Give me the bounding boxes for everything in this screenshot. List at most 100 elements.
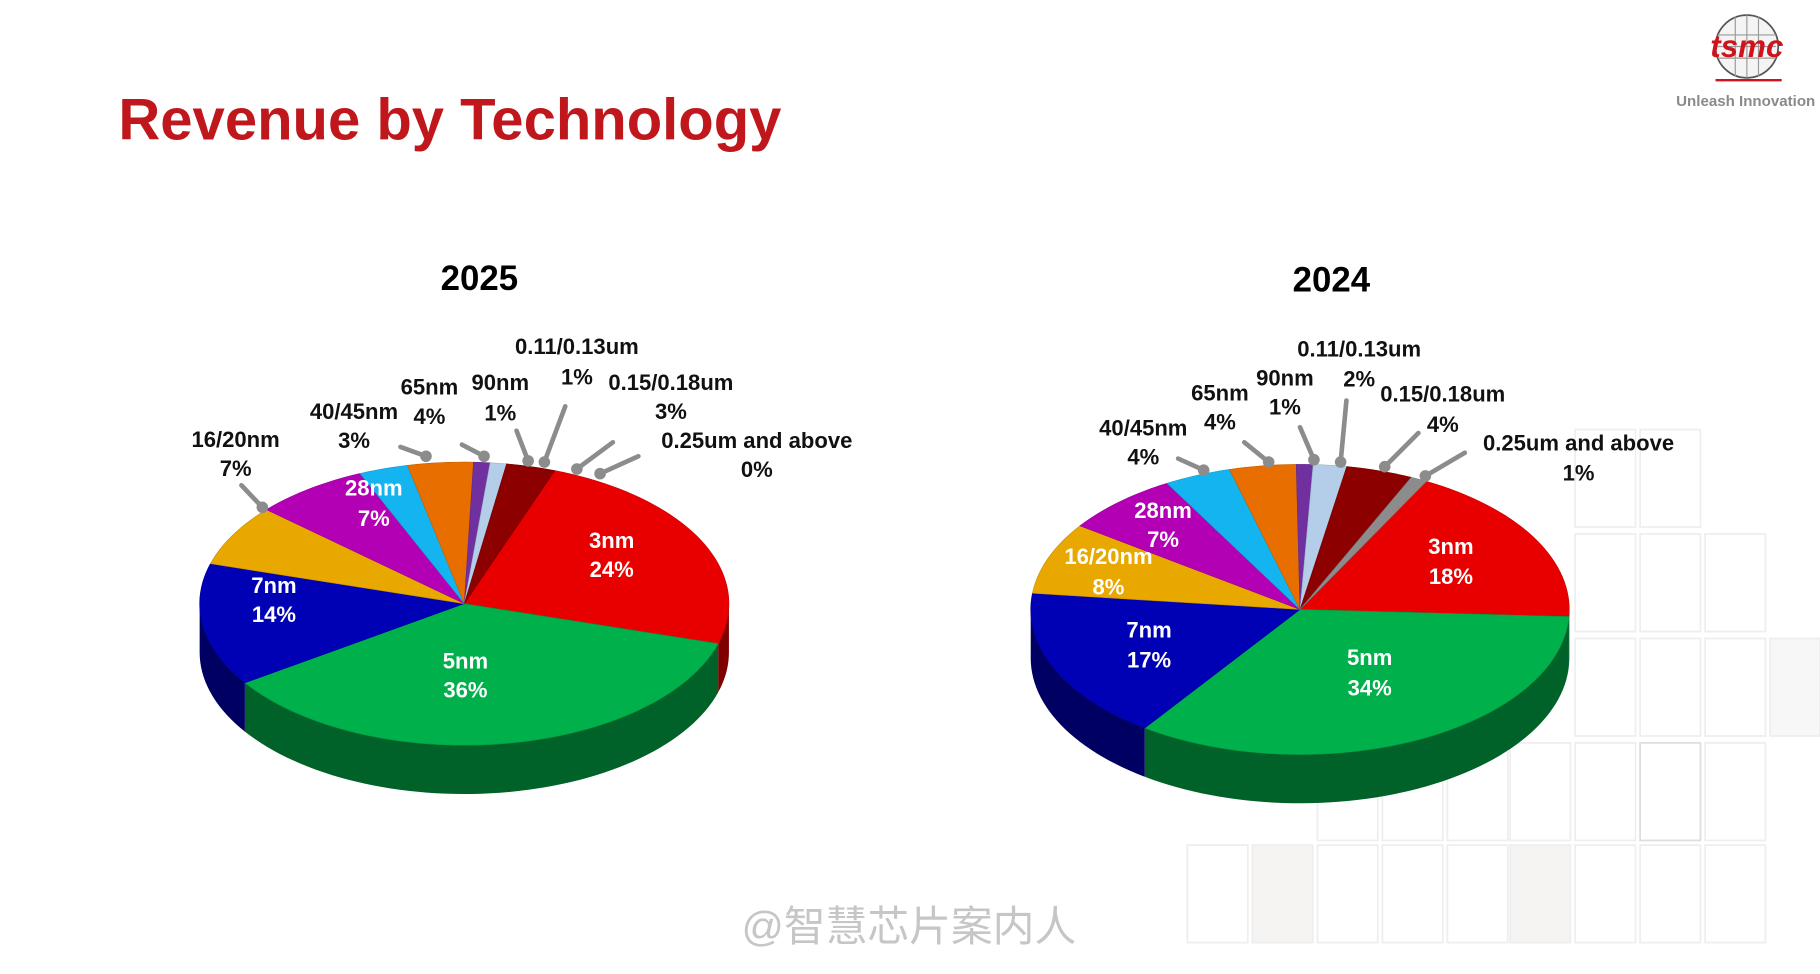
slice-label: 40/45nm	[310, 399, 398, 424]
slice-label: 28nm	[1134, 498, 1192, 523]
slice-top	[244, 603, 719, 746]
slice-top	[1032, 525, 1301, 610]
leader-dot	[1334, 456, 1347, 468]
slice-label: 28nm	[345, 476, 403, 501]
leader-line	[1382, 430, 1421, 470]
slice-value-label: 4%	[1127, 444, 1159, 469]
leader-dot	[522, 455, 534, 467]
slice-label: 0.11/0.13um	[1297, 336, 1421, 361]
slice-value-label: 1%	[484, 400, 516, 425]
leader-dot	[1262, 456, 1275, 468]
slice-value-label: 2%	[1343, 367, 1375, 392]
pie-slice	[407, 461, 474, 604]
pie-slice	[1030, 592, 1301, 729]
slice-label: 0.15/0.18um	[1380, 382, 1505, 407]
slice-top	[359, 465, 465, 604]
leader-line	[1423, 450, 1468, 479]
slice-value-label: 34%	[1348, 675, 1393, 700]
pie-title: 2025	[441, 259, 518, 298]
pie-slice	[464, 463, 556, 604]
slice-label: 3nm	[1428, 534, 1473, 559]
slice-value-label: 7%	[220, 456, 252, 481]
slice-value-label: 1%	[1269, 394, 1301, 419]
slice-value-label: 4%	[414, 404, 446, 429]
slice-top	[1299, 476, 1427, 610]
leader-dot	[1378, 460, 1391, 473]
slice-top	[1299, 481, 1570, 617]
slice-top	[463, 470, 730, 644]
slice-top	[407, 461, 474, 604]
leader-line	[1297, 424, 1317, 463]
slice-top	[1144, 609, 1570, 755]
tagline: Unleash Innovation	[1676, 93, 1815, 110]
pie-slice	[1299, 466, 1412, 610]
pie-sides	[1030, 609, 1570, 804]
slice-label: 90nm	[471, 370, 529, 395]
slice-top	[265, 473, 465, 604]
slice-top	[464, 463, 556, 604]
pie-slice	[244, 603, 719, 746]
pie-slice	[265, 473, 465, 604]
slice-value-label: 7%	[358, 506, 390, 531]
slice-side	[718, 603, 729, 693]
slice-label: 90nm	[1256, 365, 1314, 390]
slice-value-label: 7%	[1147, 527, 1179, 552]
pie-sides	[199, 603, 729, 795]
page-title: Revenue by Technology	[118, 88, 781, 153]
pie-slice	[1166, 469, 1301, 610]
slice-value-label: 4%	[1427, 412, 1459, 437]
slice-value-label: 36%	[443, 678, 488, 703]
leader-dot	[478, 450, 490, 463]
pie-slice	[1032, 525, 1301, 610]
pie-tops	[199, 461, 730, 746]
slice-label: 0.25um and above	[661, 428, 852, 453]
slice-top	[1299, 466, 1412, 610]
slice-label: 0.25um and above	[1483, 430, 1674, 455]
pie-slice	[359, 465, 465, 604]
pie-tops	[1030, 464, 1570, 755]
slice-label: 0.11/0.13um	[515, 334, 639, 359]
slice-label: 65nm	[1191, 381, 1249, 406]
slice-value-label: 18%	[1429, 564, 1474, 589]
slice-value-label: 1%	[1563, 461, 1595, 486]
slice-side	[1144, 616, 1569, 804]
leader-dot	[420, 450, 432, 463]
slice-label: 7nm	[1126, 617, 1171, 642]
leader-line	[1338, 398, 1349, 465]
pie-slice	[463, 470, 730, 644]
slice-top	[1079, 482, 1301, 610]
slice-value-label: 8%	[1093, 574, 1125, 599]
slice-side	[244, 643, 719, 795]
slice-value-label: 3%	[655, 399, 687, 424]
background-grid	[1186, 428, 1820, 944]
slice-value-label: 14%	[252, 602, 297, 627]
leader-dot	[1308, 453, 1320, 466]
leader-dot	[538, 456, 551, 468]
watermark: @智慧芯片案内人	[741, 903, 1076, 950]
slice-top	[1030, 592, 1301, 729]
slice-label: 5nm	[443, 649, 488, 674]
slice-label: 16/20nm	[1064, 544, 1152, 569]
slice-label: 0.15/0.18um	[608, 370, 733, 395]
leader-dot	[594, 467, 606, 480]
slice-label: 5nm	[1347, 645, 1392, 670]
pie-slice	[1299, 481, 1570, 617]
pie-slice	[1144, 609, 1570, 755]
leader-dot	[1419, 470, 1432, 482]
logo-text: tsmc	[1710, 29, 1783, 64]
slice-value-label: 0%	[741, 457, 773, 482]
slice-top	[1228, 464, 1301, 610]
slice-value-label: 24%	[590, 557, 635, 582]
leader-dot	[571, 463, 583, 475]
slice-value-label: 3%	[338, 428, 370, 453]
pie-slice	[1228, 464, 1301, 610]
leader-line	[597, 453, 641, 476]
pie-slice	[1299, 476, 1427, 610]
leader-line	[542, 404, 568, 465]
pie-slice	[209, 509, 465, 604]
slice-label: 40/45nm	[1099, 415, 1187, 440]
slice-top	[1166, 469, 1301, 610]
slice-label: 3nm	[589, 528, 634, 553]
